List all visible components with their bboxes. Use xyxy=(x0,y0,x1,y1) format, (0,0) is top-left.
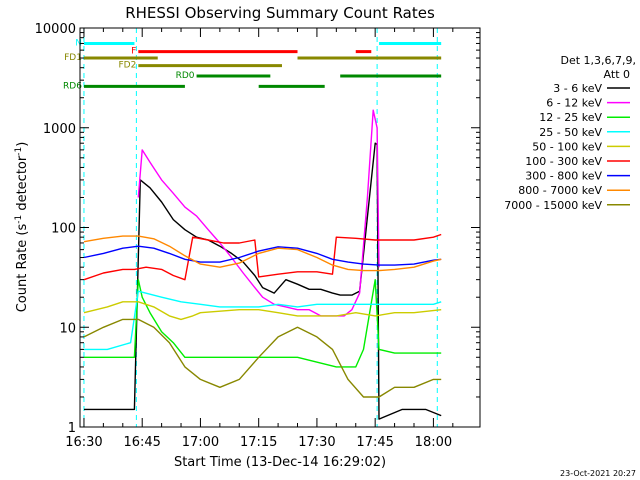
x-tick-label: 16:30 xyxy=(65,435,102,450)
y-tick-label: 10000 xyxy=(35,22,76,37)
legend-label-3: 25 - 50 keV xyxy=(539,126,602,139)
legend-header-line2: Att 0 xyxy=(604,68,630,81)
legend-label-5: 100 - 300 keV xyxy=(525,155,602,168)
y-tick-label: 10 xyxy=(59,321,76,336)
legend-label-7: 800 - 7000 keV xyxy=(518,184,602,197)
flag-label-fd2: FD2 xyxy=(118,61,136,71)
legend-label-4: 50 - 100 keV xyxy=(532,140,602,153)
x-tick-label: 17:00 xyxy=(182,435,219,450)
y-tick-label: 100 xyxy=(51,222,76,237)
series-line-2 xyxy=(84,279,442,368)
legend-label-0: 3 - 6 keV xyxy=(553,82,602,95)
y-axis-label-main: Count Rate (s xyxy=(15,224,30,313)
legend-label-2: 12 - 25 keV xyxy=(539,111,602,124)
y-tick-label: 1000 xyxy=(43,122,76,137)
series-line-1 xyxy=(137,109,380,317)
legend-label-6: 300 - 800 keV xyxy=(525,170,602,183)
series-line-4 xyxy=(83,301,442,321)
x-axis-label: Start Time (13-Dec-14 16:29:02) xyxy=(174,455,386,470)
y-axis-label-end: ) xyxy=(15,142,30,147)
series-line-5 xyxy=(83,233,442,281)
y-axis-label-mid: detector xyxy=(15,155,30,215)
timestamp: 23-Oct-2021 20:27 xyxy=(560,469,636,478)
axes: 1 10 100 1000 10000 16:30 16:45 17:00 17:15 17:30… xyxy=(35,22,481,450)
flag-bars: N F FD1 FD2 RD0 RD6 xyxy=(63,38,442,91)
x-tick-label: 17:30 xyxy=(298,435,335,450)
series-lines xyxy=(83,109,442,420)
series-line-8 xyxy=(83,318,442,398)
legend-header-line1: Det 1,3,6,7,9, xyxy=(560,54,636,67)
y-tick-label: 1 xyxy=(68,421,76,436)
legend-label-1: 6 - 12 keV xyxy=(546,97,602,110)
y-axis-label: Count Rate (s-1 detector-1) xyxy=(14,142,30,313)
flag-label-rd6: RD6 xyxy=(63,81,82,91)
flag-label-rd0: RD0 xyxy=(176,71,195,81)
chart-title: RHESSI Observing Summary Count Rates xyxy=(125,4,435,22)
legend-label-8: 7000 - 15000 keV xyxy=(504,199,602,212)
flag-label-f: F xyxy=(131,47,136,57)
legend: Det 1,3,6,7,9, Att 0 3 - 6 keV 6 - 12 keV… xyxy=(504,54,636,212)
x-tick-label: 18:00 xyxy=(415,435,452,450)
series-line-6 xyxy=(83,245,442,266)
y-axis-label-sup2: -1 xyxy=(14,147,24,156)
x-tick-label: 17:15 xyxy=(240,435,277,450)
x-tick-label: 16:45 xyxy=(123,435,160,450)
y-axis-label-sup1: -1 xyxy=(14,215,24,224)
flag-label-fd1: FD1 xyxy=(64,53,82,63)
series-line-0 xyxy=(84,142,442,420)
series-line-7 xyxy=(83,235,442,272)
flag-label-n: N xyxy=(75,38,82,48)
x-tick-label: 17:45 xyxy=(356,435,393,450)
series-line-3 xyxy=(84,290,442,351)
